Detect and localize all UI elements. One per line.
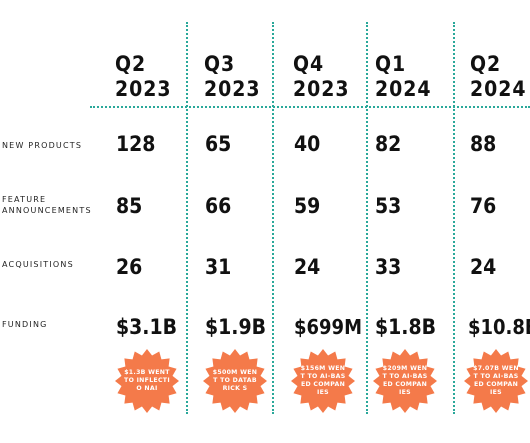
value-new-products-q1-2024: 82 <box>375 132 402 156</box>
starburst-shape <box>464 349 528 413</box>
value-funding-q1-2024: $1.8B <box>375 315 437 339</box>
value-acquisitions-q4-2023: 24 <box>294 255 321 279</box>
quarter-header-3: Q4 2023 <box>293 52 350 102</box>
starburst-shape <box>291 349 355 413</box>
year-label: 2023 <box>293 77 350 101</box>
value-funding-q2-2023: $3.1B <box>116 315 178 339</box>
value-acquisitions-q3-2023: 31 <box>205 255 232 279</box>
funding-badge-q3-2023: $500M WENT TO DATABRICK S <box>202 348 268 414</box>
value-acquisitions-q2-2023: 26 <box>116 255 143 279</box>
year-label: 2024 <box>470 77 527 101</box>
quarter-label: Q1 <box>375 52 407 76</box>
row-label-feature-announcements: FEATURE ANNOUNCEMENTS <box>2 195 92 215</box>
badge-text: $156M WENT TO AI-BASED COMPANIES <box>300 365 346 396</box>
value-features-q4-2023: 59 <box>294 194 321 218</box>
year-label: 2024 <box>375 77 432 101</box>
row-label-funding: FUNDING <box>2 320 48 329</box>
funding-badge-q1-2024: $209M WENT TO AI-BASED COMPANIES <box>372 348 438 414</box>
row-label-acquisitions: ACQUISITIONS <box>2 260 74 269</box>
badge-text: $1.3B WENT TO INFLECTIO NAI <box>124 369 170 392</box>
value-funding-q4-2023: $699M <box>294 315 362 339</box>
quarter-header-2: Q3 2023 <box>204 52 261 102</box>
badge-text: $7.07B WENT TO AI-BASED COMPANIES <box>473 365 519 396</box>
row-label-new-products: NEW PRODUCTS <box>2 141 83 150</box>
value-acquisitions-q1-2024: 33 <box>375 255 402 279</box>
column-divider-4 <box>453 22 455 414</box>
value-new-products-q2-2024: 88 <box>470 132 497 156</box>
year-label: 2023 <box>115 77 172 101</box>
badge-text: $500M WENT TO DATABRICK S <box>212 369 258 392</box>
column-divider-1 <box>186 22 188 414</box>
value-features-q2-2024: 76 <box>470 194 497 218</box>
header-divider <box>90 106 530 108</box>
value-acquisitions-q2-2024: 24 <box>470 255 497 279</box>
quarter-label: Q3 <box>204 52 236 76</box>
funding-badge-q2-2023: $1.3B WENT TO INFLECTIO NAI <box>114 348 180 414</box>
quarter-header-4: Q1 2024 <box>375 52 432 102</box>
quarter-label: Q4 <box>293 52 325 76</box>
value-funding-q3-2023: $1.9B <box>205 315 267 339</box>
value-features-q1-2024: 53 <box>375 194 402 218</box>
value-new-products-q3-2023: 65 <box>205 132 232 156</box>
badge-text: $209M WENT TO AI-BASED COMPANIES <box>382 365 428 396</box>
column-divider-2 <box>272 22 274 414</box>
value-new-products-q4-2023: 40 <box>294 132 321 156</box>
quarter-label: Q2 <box>115 52 147 76</box>
funding-badge-q4-2023: $156M WENT TO AI-BASED COMPANIES <box>290 348 356 414</box>
value-new-products-q2-2023: 128 <box>116 132 156 156</box>
value-features-q3-2023: 66 <box>205 194 232 218</box>
quarter-label: Q2 <box>470 52 502 76</box>
quarter-header-1: Q2 2023 <box>115 52 172 102</box>
value-funding-q2-2024: $10.8B <box>468 315 530 339</box>
starburst-shape <box>115 349 179 413</box>
funding-badge-q2-2024: $7.07B WENT TO AI-BASED COMPANIES <box>463 348 529 414</box>
column-divider-3 <box>366 22 368 414</box>
starburst-shape <box>373 349 437 413</box>
value-features-q2-2023: 85 <box>116 194 143 218</box>
starburst-shape <box>203 349 267 413</box>
year-label: 2023 <box>204 77 261 101</box>
quarter-header-5: Q2 2024 <box>470 52 527 102</box>
